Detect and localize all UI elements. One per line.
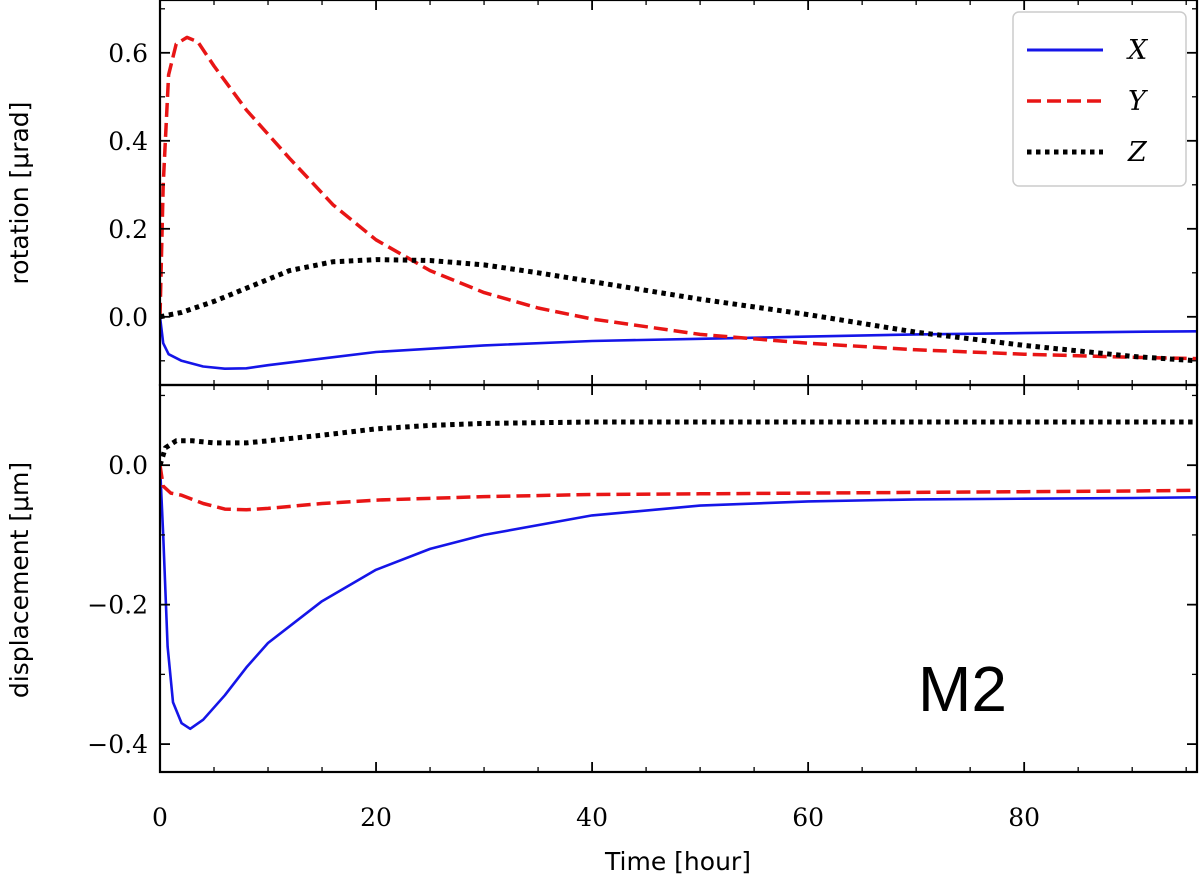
- x-tick-label-60: 60: [792, 803, 824, 832]
- plot-layer: 0.0 0.2 0.4 0.6 −0.4 −0.2 0.0 0 20 40 60 80: [87, 0, 1199, 832]
- series-line-rotation-Y: [160, 35, 1197, 361]
- y-tick-label-displacement--0.4: −0.4: [87, 730, 148, 759]
- x-tick-label-20: 20: [360, 803, 392, 832]
- y-tick-label-displacement--0.2: −0.2: [87, 591, 148, 620]
- legend: X Y Z: [1012, 11, 1187, 187]
- y-tick-label-rotation-0: 0.0: [108, 303, 148, 332]
- legend-label-Z: Z: [1127, 137, 1148, 168]
- series-line-rotation-X: [160, 316, 1197, 371]
- y-tick-label-displacement-0: 0.0: [108, 451, 148, 480]
- y-axis-title-displacement: displacement [μm]: [5, 462, 34, 698]
- legend-label-X: X: [1126, 35, 1149, 66]
- x-tick-label-0: 0: [152, 803, 168, 832]
- x-tick-label-40: 40: [576, 803, 608, 832]
- panel-frame-displacement: [158, 383, 1199, 774]
- series-line-displacement-Z: [160, 419, 1197, 466]
- legend-label-Y: Y: [1128, 86, 1148, 117]
- x-axis-title: Time [hour]: [604, 847, 751, 876]
- y-tick-label-rotation-0.2: 0.2: [108, 215, 148, 244]
- series-line-rotation-Z: [160, 257, 1197, 364]
- series-line-displacement-Y: [160, 464, 1197, 512]
- series-line-displacement-X: [160, 465, 1197, 731]
- y-tick-label-rotation-0.6: 0.6: [108, 39, 148, 68]
- legend-frame: [1012, 11, 1187, 187]
- panel-annotation: M2: [918, 653, 1007, 725]
- y-axis-title-rotation: rotation [μrad]: [5, 102, 34, 285]
- y-tick-label-rotation-0.4: 0.4: [108, 127, 148, 156]
- x-tick-label-80: 80: [1008, 803, 1040, 832]
